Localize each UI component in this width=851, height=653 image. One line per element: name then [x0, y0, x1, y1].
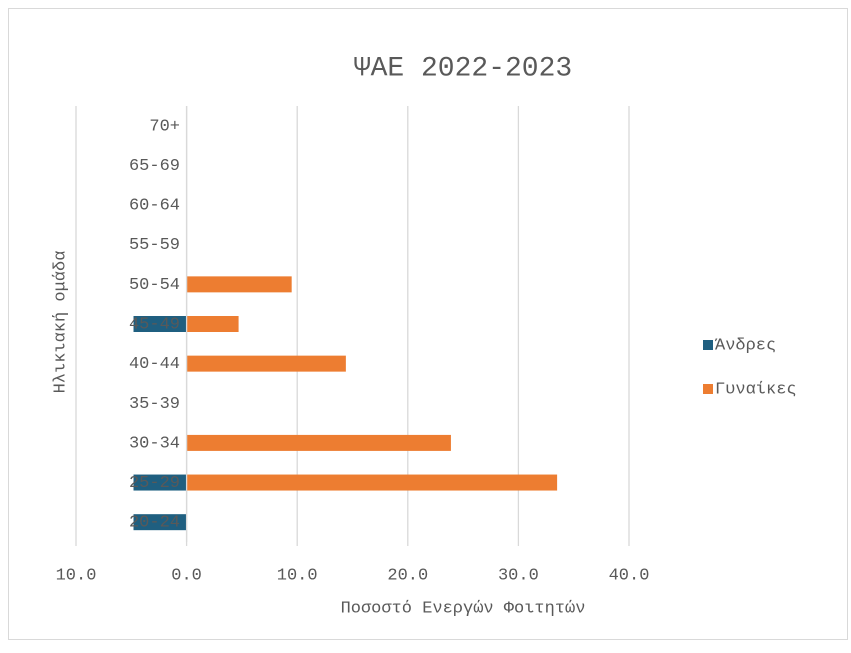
y-tick-label: 30-34 [129, 434, 180, 453]
bar [133, 316, 187, 332]
x-tick-label: 10.0 [56, 566, 97, 585]
y-tick-label: 35-39 [129, 395, 180, 414]
legend-label: Άνδρες [715, 336, 776, 355]
x-tick-label: 30.0 [498, 566, 539, 585]
y-tick-label: 60-64 [129, 197, 180, 216]
bar [186, 355, 346, 372]
y-tick-label: 50-54 [129, 276, 180, 295]
x-axis-label: Ποσοστό Ενεργών Φοιτητών [341, 599, 586, 618]
y-tick-label: 20-24 [129, 514, 180, 533]
x-tick-label: 40.0 [609, 566, 650, 585]
y-tick-label: 65-69 [129, 157, 180, 176]
y-tick-label: 55-59 [129, 236, 180, 255]
bar [186, 276, 292, 293]
x-tick-label: 0.0 [171, 566, 202, 585]
legend-swatch [703, 384, 713, 394]
bar [186, 474, 558, 491]
bar [133, 474, 187, 491]
bar [186, 316, 239, 332]
y-axis-label: Ηλικιακή ομάδα [51, 251, 70, 394]
chart-title: ΨΑΕ 2022-2023 [354, 53, 572, 84]
x-tick-label: 10.0 [277, 566, 318, 585]
y-tick-label: 40-44 [129, 355, 180, 374]
y-tick-label: 45-49 [129, 315, 180, 334]
x-tick-label: 20.0 [387, 566, 428, 585]
legend-label: Γυναίκες [715, 380, 797, 399]
y-tick-label: 25-29 [129, 474, 180, 493]
bar [186, 434, 451, 451]
bar [133, 514, 187, 531]
y-tick-label: 70+ [149, 117, 180, 136]
legend-swatch [703, 340, 713, 350]
